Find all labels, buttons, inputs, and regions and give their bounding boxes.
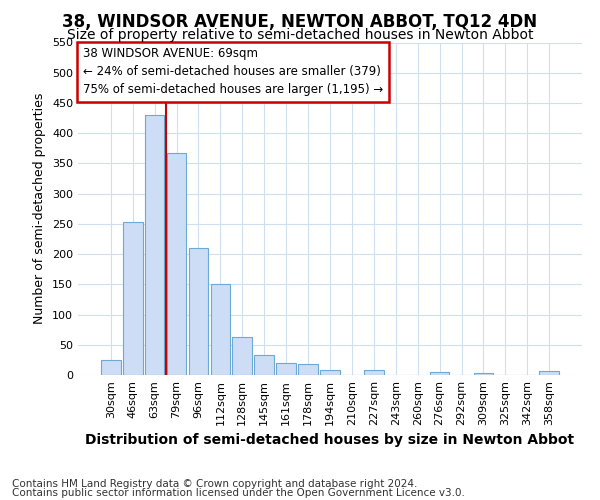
Bar xyxy=(211,284,230,375)
Bar xyxy=(145,115,164,375)
Text: Contains HM Land Registry data © Crown copyright and database right 2024.: Contains HM Land Registry data © Crown c… xyxy=(12,479,418,489)
Bar xyxy=(364,370,384,375)
Bar xyxy=(473,373,493,375)
Bar xyxy=(276,363,296,375)
Bar xyxy=(539,372,559,375)
Bar xyxy=(298,364,318,375)
Bar xyxy=(167,152,187,375)
Bar xyxy=(188,248,208,375)
Bar xyxy=(254,355,274,375)
Bar xyxy=(232,337,252,375)
Text: 38, WINDSOR AVENUE, NEWTON ABBOT, TQ12 4DN: 38, WINDSOR AVENUE, NEWTON ABBOT, TQ12 4… xyxy=(62,12,538,30)
X-axis label: Distribution of semi-detached houses by size in Newton Abbot: Distribution of semi-detached houses by … xyxy=(85,434,575,448)
Y-axis label: Number of semi-detached properties: Number of semi-detached properties xyxy=(34,93,46,324)
Text: Contains public sector information licensed under the Open Government Licence v3: Contains public sector information licen… xyxy=(12,488,465,498)
Text: 38 WINDSOR AVENUE: 69sqm
← 24% of semi-detached houses are smaller (379)
75% of : 38 WINDSOR AVENUE: 69sqm ← 24% of semi-d… xyxy=(83,48,383,96)
Bar xyxy=(430,372,449,375)
Bar xyxy=(320,370,340,375)
Bar xyxy=(123,222,143,375)
Bar xyxy=(101,360,121,375)
Text: Size of property relative to semi-detached houses in Newton Abbot: Size of property relative to semi-detach… xyxy=(67,28,533,42)
